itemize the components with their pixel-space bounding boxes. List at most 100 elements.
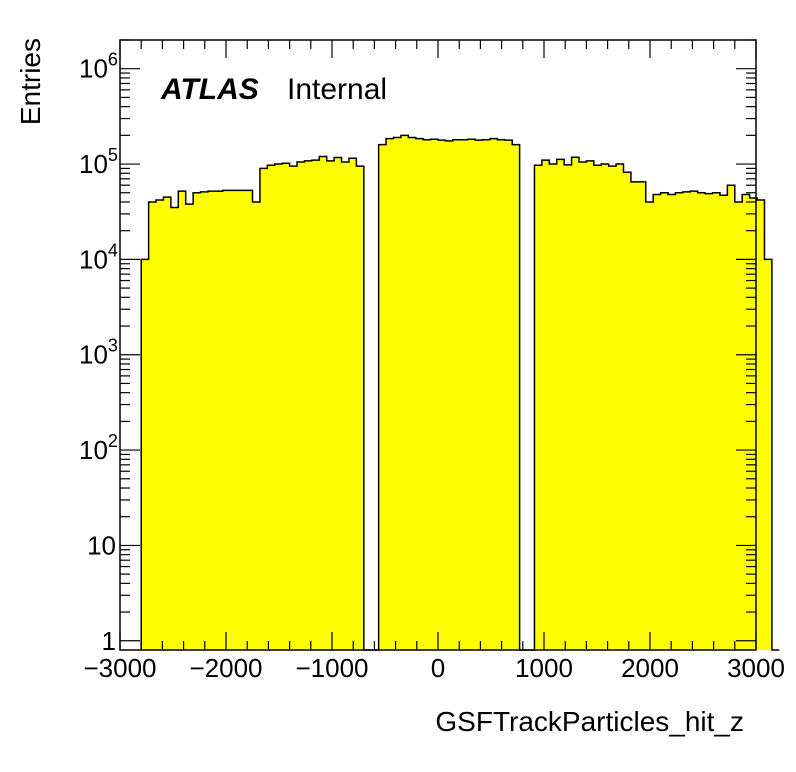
histogram-bar xyxy=(668,194,676,650)
histogram-bar xyxy=(757,199,765,650)
histogram-bar xyxy=(423,139,431,650)
internal-label: Internal xyxy=(287,73,387,106)
histogram-bar xyxy=(319,156,327,651)
histogram-bar xyxy=(638,181,647,651)
histogram-bar xyxy=(178,191,187,650)
histogram-bar xyxy=(504,140,513,650)
histogram-bar xyxy=(297,162,305,650)
y-tick-label: 105 xyxy=(79,145,118,179)
histogram-bar xyxy=(749,198,758,651)
histogram-bar xyxy=(682,191,691,650)
histogram-bar xyxy=(586,160,595,651)
histogram-bar xyxy=(630,181,639,651)
histogram-bar xyxy=(156,199,164,650)
histogram-bar xyxy=(274,164,283,650)
histogram-bar xyxy=(185,204,194,650)
histogram-bar xyxy=(475,140,483,650)
histogram-bar xyxy=(170,207,179,651)
histogram-bar xyxy=(356,166,365,650)
histogram-bar xyxy=(222,190,231,650)
histogram-bar xyxy=(445,140,454,651)
histogram-bar xyxy=(645,201,654,650)
y-tick-label: 1 xyxy=(102,626,116,656)
histogram-bar xyxy=(482,139,491,650)
histogram-bars xyxy=(141,135,773,651)
histogram-outline xyxy=(140,134,780,651)
histogram-bar xyxy=(230,190,238,650)
histogram-bar xyxy=(564,164,572,651)
histogram-bar xyxy=(541,160,550,650)
histogram-bar xyxy=(512,144,520,651)
y-axis-title: Entries xyxy=(15,38,46,125)
x-tick-label: −1000 xyxy=(295,653,368,683)
histogram-bar xyxy=(497,139,506,650)
x-axis-title: GSFTrackParticles_hit_z xyxy=(435,706,744,737)
histogram-bar xyxy=(467,139,476,651)
histogram-bar xyxy=(289,166,298,650)
histogram-bar xyxy=(653,194,661,650)
histogram-bar xyxy=(259,168,268,650)
histogram-bar xyxy=(215,191,224,650)
histogram-bar xyxy=(193,192,201,650)
x-tick-label: 2000 xyxy=(621,653,679,683)
x-axis-ticks xyxy=(119,40,757,650)
histogram-bar xyxy=(556,159,565,650)
histogram-bar xyxy=(578,162,587,650)
atlas-label: ATLAS xyxy=(160,73,259,106)
histogram-bar xyxy=(534,165,543,650)
histogram-bar xyxy=(705,193,713,651)
histogram-bar xyxy=(452,139,461,650)
histogram-bar xyxy=(304,160,313,651)
histogram-bar xyxy=(378,144,387,651)
y-axis-ticks xyxy=(120,39,756,642)
histogram-bar xyxy=(742,194,750,650)
histogram-bar xyxy=(675,192,684,650)
histogram-bar xyxy=(712,192,721,650)
histogram-bar xyxy=(200,191,209,650)
histogram-bar xyxy=(764,259,773,650)
y-tick-label: 103 xyxy=(79,336,118,370)
histogram-bar xyxy=(341,162,350,650)
histogram-bar xyxy=(430,139,439,651)
histogram-bar xyxy=(207,191,216,650)
histogram-bar xyxy=(697,192,706,650)
histogram-bar xyxy=(393,137,402,650)
histogram-bar xyxy=(311,160,320,650)
x-tick-label: −2000 xyxy=(189,653,262,683)
histogram-bar xyxy=(408,137,417,650)
histogram-bar xyxy=(252,201,261,650)
x-tick-label: 0 xyxy=(431,653,445,683)
histogram-bar xyxy=(623,172,632,651)
y-axis-tick-labels: 1 10 102 103 104 105 106 xyxy=(79,50,118,656)
histogram-bar xyxy=(660,192,669,650)
histogram-bar xyxy=(267,165,276,650)
histogram-bar xyxy=(460,139,468,650)
histogram-bar xyxy=(690,191,698,650)
histogram-bar xyxy=(571,157,580,650)
histogram-bar xyxy=(245,190,253,650)
y-tick-label: 104 xyxy=(79,240,118,274)
histogram-bar xyxy=(489,138,498,650)
histogram-bar xyxy=(163,197,172,651)
x-axis-tick-labels: −3000 −2000 −1000 0 1000 2000 3000 xyxy=(83,653,784,683)
x-tick-label: −3000 xyxy=(83,653,156,683)
y-tick-label: 106 xyxy=(79,50,118,84)
histogram-bar xyxy=(415,138,424,650)
histogram-bar xyxy=(734,201,743,650)
histogram-bar xyxy=(148,201,157,650)
histogram-bar xyxy=(282,163,290,651)
histogram-bar xyxy=(549,164,558,650)
histogram-bar xyxy=(438,140,446,650)
histogram-bar xyxy=(616,164,624,650)
histogram-bar xyxy=(593,165,602,650)
histogram-bar xyxy=(141,259,149,650)
histogram-bar xyxy=(400,135,409,650)
x-tick-label: 1000 xyxy=(515,653,573,683)
histogram-bar xyxy=(326,160,335,651)
y-tick-label: 10 xyxy=(87,530,116,560)
histogram-bar xyxy=(719,195,728,650)
histogram-bar xyxy=(386,138,394,650)
histogram-bar xyxy=(334,157,342,651)
histogram-bar xyxy=(608,166,617,650)
